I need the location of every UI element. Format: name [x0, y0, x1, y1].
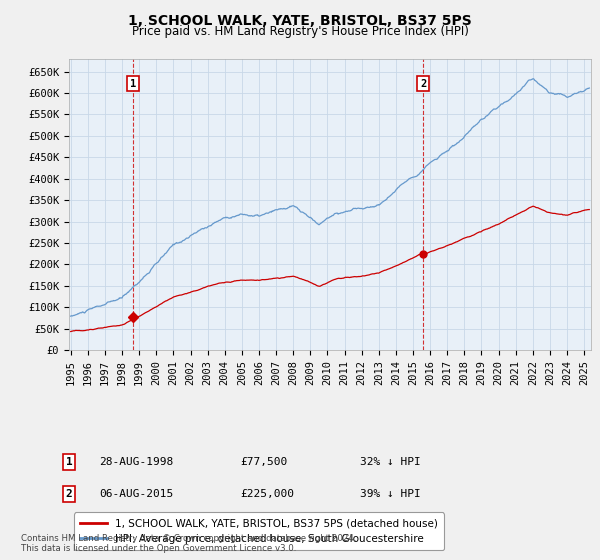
Text: 39% ↓ HPI: 39% ↓ HPI	[360, 489, 421, 499]
Text: Contains HM Land Registry data © Crown copyright and database right 2024.
This d: Contains HM Land Registry data © Crown c…	[21, 534, 356, 553]
Text: 28-AUG-1998: 28-AUG-1998	[99, 457, 173, 467]
Text: 2: 2	[65, 489, 73, 499]
Text: £77,500: £77,500	[240, 457, 287, 467]
Legend: 1, SCHOOL WALK, YATE, BRISTOL, BS37 5PS (detached house), HPI: Average price, de: 1, SCHOOL WALK, YATE, BRISTOL, BS37 5PS …	[74, 512, 444, 550]
Text: 1, SCHOOL WALK, YATE, BRISTOL, BS37 5PS: 1, SCHOOL WALK, YATE, BRISTOL, BS37 5PS	[128, 14, 472, 28]
Text: Price paid vs. HM Land Registry's House Price Index (HPI): Price paid vs. HM Land Registry's House …	[131, 25, 469, 38]
Text: 1: 1	[130, 78, 136, 88]
Text: £225,000: £225,000	[240, 489, 294, 499]
Text: 2: 2	[420, 78, 426, 88]
Text: 06-AUG-2015: 06-AUG-2015	[99, 489, 173, 499]
Text: 32% ↓ HPI: 32% ↓ HPI	[360, 457, 421, 467]
Text: 1: 1	[65, 457, 73, 467]
